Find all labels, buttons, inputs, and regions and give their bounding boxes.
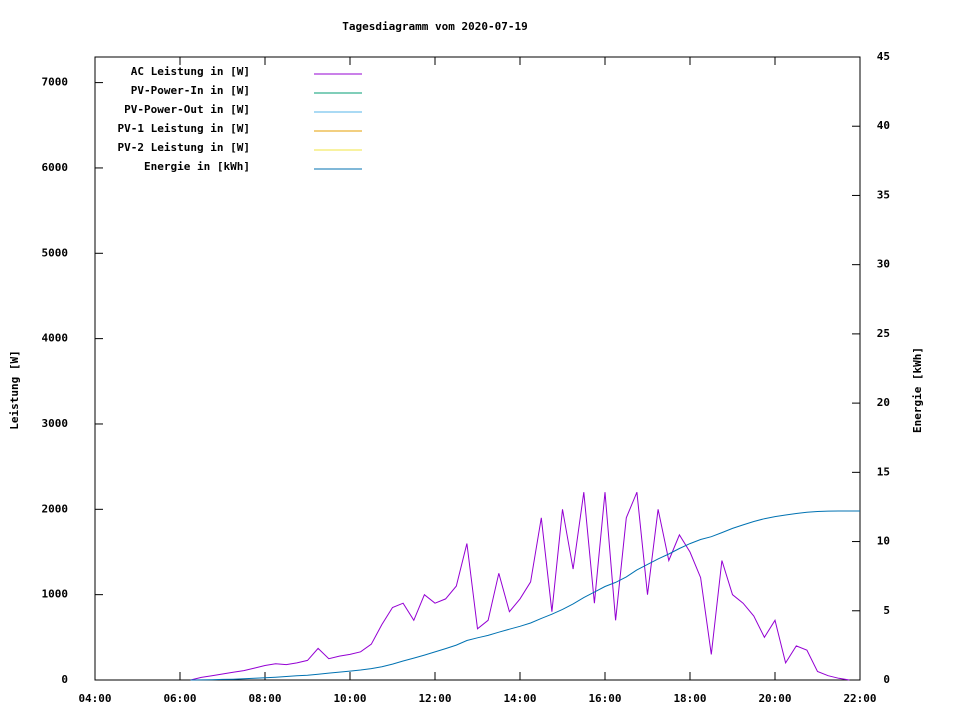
x-tick-label: 22:00 xyxy=(843,692,876,705)
x-tick-label: 12:00 xyxy=(418,692,451,705)
series-line xyxy=(190,510,860,681)
y2-tick-label: 0 xyxy=(883,673,890,686)
y2-tick-label: 25 xyxy=(877,327,890,340)
x-tick-label: 20:00 xyxy=(758,692,791,705)
x-tick-label: 06:00 xyxy=(163,692,196,705)
y2-tick-label: 10 xyxy=(877,535,890,548)
y-tick-label: 2000 xyxy=(42,502,69,515)
x-tick-label: 16:00 xyxy=(588,692,621,705)
legend-label: AC Leistung in [W] xyxy=(131,65,250,78)
legend-label: Energie in [kWh] xyxy=(144,160,250,173)
y2-tick-label: 45 xyxy=(877,50,890,63)
y2-axis-label: Energie [kWh] xyxy=(911,347,924,433)
chart-title: Tagesdiagramm vom 2020-07-19 xyxy=(342,20,527,33)
y-tick-label: 1000 xyxy=(42,588,69,601)
y-tick-label: 6000 xyxy=(42,161,69,174)
y-tick-label: 5000 xyxy=(42,246,69,259)
y2-tick-label: 5 xyxy=(883,604,890,617)
legend-label: PV-Power-In in [W] xyxy=(131,84,250,97)
legend-label: PV-1 Leistung in [W] xyxy=(118,122,250,135)
legend-label: PV-2 Leistung in [W] xyxy=(118,141,250,154)
y2-tick-label: 35 xyxy=(877,188,890,201)
y2-tick-label: 30 xyxy=(877,258,890,271)
y-tick-label: 0 xyxy=(61,673,68,686)
y-tick-label: 4000 xyxy=(42,332,69,345)
y-tick-label: 7000 xyxy=(42,76,69,89)
y2-tick-label: 40 xyxy=(877,119,890,132)
x-tick-label: 14:00 xyxy=(503,692,536,705)
legend-label: PV-Power-Out in [W] xyxy=(124,103,250,116)
x-tick-label: 10:00 xyxy=(333,692,366,705)
series-line xyxy=(190,492,850,681)
x-tick-label: 08:00 xyxy=(248,692,281,705)
y-tick-label: 3000 xyxy=(42,417,69,430)
y2-tick-label: 20 xyxy=(877,396,890,409)
plot-frame xyxy=(94,56,861,681)
x-tick-label: 04:00 xyxy=(78,692,111,705)
x-tick-label: 18:00 xyxy=(673,692,706,705)
y-axis-label: Leistung [W] xyxy=(8,350,21,429)
y2-tick-label: 15 xyxy=(877,465,890,478)
